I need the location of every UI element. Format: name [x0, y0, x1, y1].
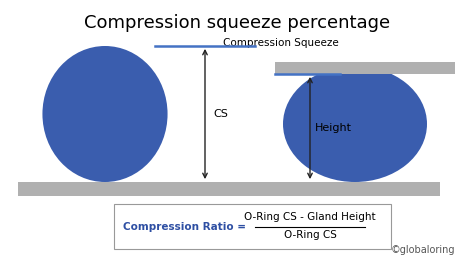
- Text: Compression Squeeze: Compression Squeeze: [223, 38, 339, 48]
- Text: Compression squeeze percentage: Compression squeeze percentage: [84, 14, 390, 32]
- Bar: [18, 182, 440, 196]
- Bar: [275, 62, 455, 74]
- Text: O-Ring CS - Gland Height: O-Ring CS - Gland Height: [244, 213, 376, 222]
- Text: Compression Ratio =: Compression Ratio =: [123, 221, 246, 231]
- Text: O-Ring CS: O-Ring CS: [283, 230, 337, 240]
- Text: CS: CS: [213, 109, 228, 119]
- Text: ©globaloring: ©globaloring: [391, 245, 455, 255]
- FancyBboxPatch shape: [114, 204, 391, 249]
- Text: Height: Height: [315, 123, 352, 133]
- Ellipse shape: [43, 46, 168, 182]
- Ellipse shape: [283, 66, 427, 182]
